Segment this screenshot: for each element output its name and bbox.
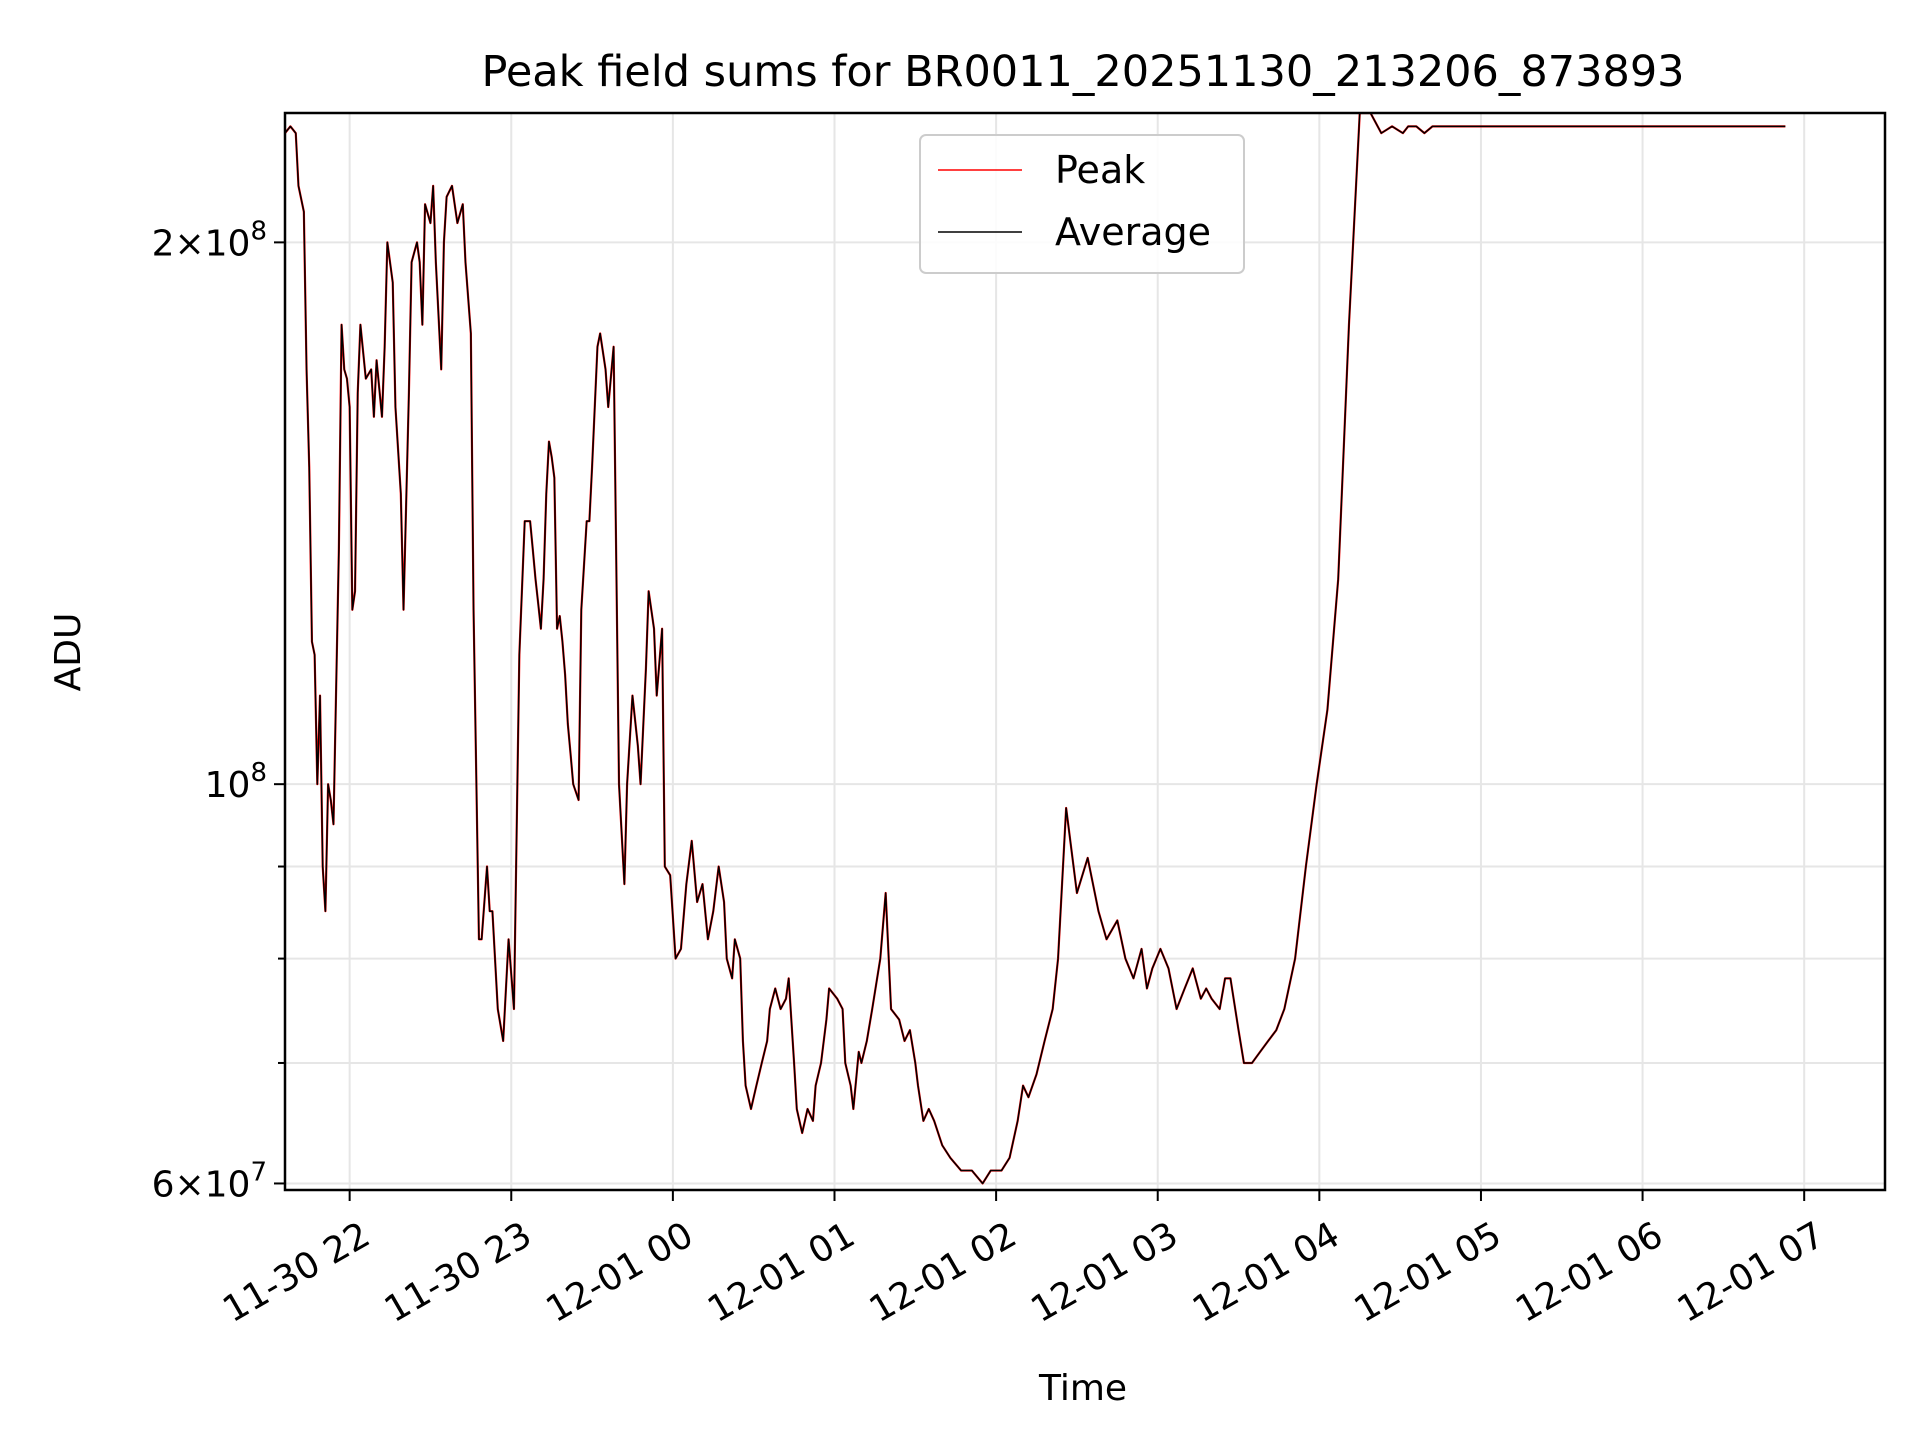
legend-label-average: Average	[1055, 210, 1211, 254]
x-axis-label: Time	[1038, 1368, 1127, 1409]
y-tick-exponent: 7	[250, 1157, 267, 1187]
y-tick-times: ×	[174, 223, 204, 264]
x-tick-label: 12-01 00	[540, 1214, 701, 1330]
y-tick-exponent: 8	[250, 758, 267, 788]
x-tick-label: 12-01 06	[1509, 1214, 1670, 1330]
x-tick-label: 12-01 04	[1186, 1214, 1347, 1330]
x-tick-label: 11-30 22	[216, 1214, 377, 1330]
x-tick-label: 12-01 02	[863, 1214, 1024, 1330]
y-tick-label: 6×107	[152, 1157, 267, 1205]
legend: Peak Average	[919, 134, 1245, 274]
x-tick-label: 12-01 03	[1024, 1214, 1185, 1330]
y-tick-ten: 10	[205, 1164, 251, 1205]
legend-label-peak: Peak	[1055, 148, 1145, 192]
y-tick-ten: 10	[205, 765, 251, 806]
y-tick-label: 2×108	[152, 216, 267, 264]
y-tick-base: 2	[152, 223, 175, 264]
x-tick-label: 11-30 23	[378, 1214, 539, 1330]
y-tick-times: ×	[174, 1164, 204, 1205]
x-tick-label: 12-01 05	[1348, 1214, 1509, 1330]
series-lines	[285, 113, 1786, 1185]
x-tick-label: 12-01 01	[701, 1214, 862, 1330]
y-axis-label: ADU	[48, 613, 89, 692]
y-tick-base: 6	[152, 1164, 175, 1205]
y-tick-exponent: 8	[250, 216, 267, 246]
x-tick-label: 12-01 07	[1671, 1214, 1832, 1330]
series-line-average	[285, 113, 1786, 1185]
chart-title: Peak field sums for BR0011_20251130_2132…	[481, 47, 1684, 97]
x-axis-ticks: 11-30 22 11-30 23 12-01 00 12-01 01 12-01 02…	[216, 1190, 1831, 1331]
y-tick-ten: 10	[205, 223, 251, 264]
plot-frame	[283, 111, 1887, 1192]
grid	[285, 113, 1885, 1190]
y-tick-label: 108	[205, 758, 267, 806]
